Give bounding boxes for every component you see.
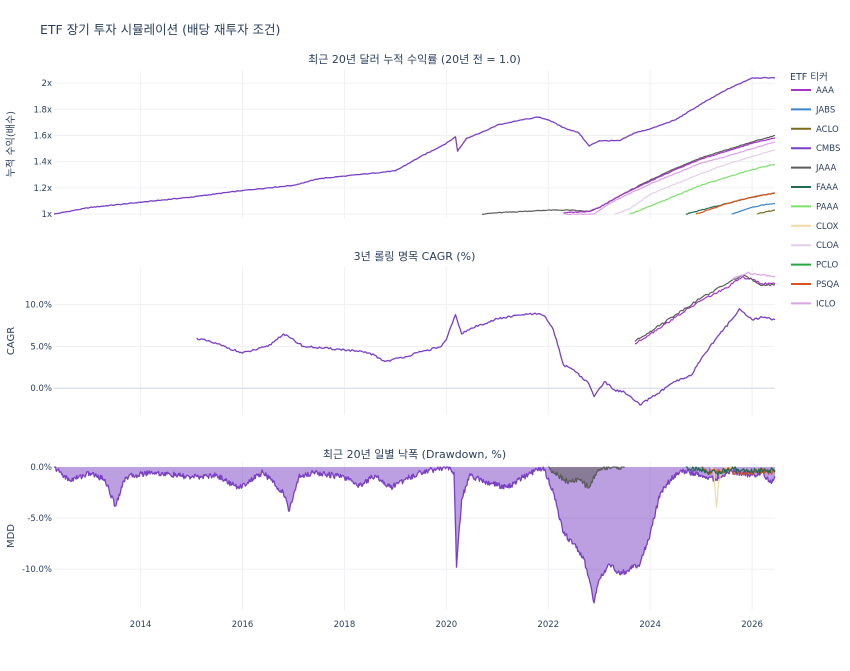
y-axis-title-cagr: CAGR xyxy=(6,327,17,355)
x-tick-label: 2022 xyxy=(537,620,559,630)
series-line-cmbs xyxy=(53,76,775,215)
series-line-cmbs xyxy=(196,308,776,406)
y-tick-label: 5.0% xyxy=(30,342,52,352)
legend-item-psqa[interactable]: PSQA xyxy=(791,280,839,290)
y-tick-label: -5.0% xyxy=(27,514,52,524)
legend-item-clox[interactable]: CLOX xyxy=(791,222,839,232)
series-area-cmbs xyxy=(54,467,775,603)
x-tick-label: 2024 xyxy=(639,620,661,630)
legend-item-aaa[interactable]: AAA xyxy=(791,86,834,96)
legend-label: CMBS xyxy=(816,144,840,154)
legend-title: ETF 티커 xyxy=(790,72,828,83)
panel-title-cagr: 3년 롤링 명목 CAGR (%) xyxy=(354,250,476,263)
legend-item-aclo[interactable]: ACLO xyxy=(791,125,839,135)
x-tick-label: 2014 xyxy=(130,620,152,630)
series-line-iclo xyxy=(731,271,776,281)
y-tick-label: 1.2x xyxy=(33,184,52,194)
legend-label: PCLO xyxy=(816,261,838,271)
series-line-paaa xyxy=(629,163,776,215)
series-line-iclo xyxy=(563,141,776,216)
legend-label: PAAA xyxy=(816,202,839,212)
legend-label: ICLO xyxy=(816,299,836,309)
series-line-cmbs xyxy=(54,466,776,604)
legend-item-pclo[interactable]: PCLO xyxy=(791,261,838,271)
y-tick-label: 2x xyxy=(42,79,52,89)
grid-layer xyxy=(54,70,775,610)
series-line-aaa xyxy=(563,137,776,214)
legend-item-iclo[interactable]: ICLO xyxy=(791,299,836,309)
legend-label: FAAA xyxy=(816,183,838,193)
panel-title-drawdown: 최근 20년 일별 낙폭 (Drawdown, %) xyxy=(323,447,506,461)
legend-label: CLOX xyxy=(816,222,839,232)
y-tick-label: -10.0% xyxy=(22,565,52,575)
series-line-jaaa xyxy=(548,466,625,489)
series-line-cloa xyxy=(614,149,776,215)
y-tick-label: 1.4x xyxy=(33,158,52,168)
x-tick-label: 2020 xyxy=(436,620,458,630)
series-line-aaa xyxy=(634,275,776,345)
series-line-faaa xyxy=(685,466,776,476)
y-tick-label: 1.6x xyxy=(33,131,52,141)
panel-title-cumulative: 최근 20년 달러 누적 수익률 (20년 전 = 1.0) xyxy=(308,53,521,66)
legend-label: PSQA xyxy=(816,280,839,290)
y-axis-title-drawdown: MDD xyxy=(6,524,17,548)
series-area-jaaa xyxy=(548,467,625,489)
series-line-psqa xyxy=(700,466,776,476)
legend-label: AAA xyxy=(816,86,834,96)
series-line-psqa xyxy=(695,192,775,215)
legend-item-cloa[interactable]: CLOA xyxy=(791,241,839,251)
series-line-faaa xyxy=(685,192,776,215)
y-axis-title-cumulative: 누적 수익(배수) xyxy=(5,111,17,177)
series-line-aclo xyxy=(756,209,775,215)
legend-item-cmbs[interactable]: CMBS xyxy=(791,144,840,154)
legend-item-faaa[interactable]: FAAA xyxy=(791,183,838,193)
marks-layer xyxy=(53,76,776,604)
series-line-jabs xyxy=(731,203,776,215)
x-tick-label: 2026 xyxy=(741,620,763,630)
y-tick-label: 0.0% xyxy=(30,463,52,473)
legend[interactable]: ETF 티커 AAA JABS ACLO CMBS JAAA FAAA PAAA CLOX CL… xyxy=(790,72,840,309)
y-tick-label: 1x xyxy=(42,210,52,220)
legend-item-jaaa[interactable]: JAAA xyxy=(791,164,836,174)
text-layer: 2014 2016 2018 2020 2022 2024 2026 최근 20년 달러 누적… xyxy=(5,53,763,630)
legend-item-jabs[interactable]: JABS xyxy=(791,105,835,115)
y-tick-label: 10.0% xyxy=(25,301,52,311)
legend-label: CLOA xyxy=(816,241,839,251)
chart-title: ETF 장기 투자 시뮬레이션 (배당 재투자 조건) xyxy=(40,22,280,37)
legend-label: JAAA xyxy=(815,164,836,174)
legend-label: ACLO xyxy=(816,125,839,135)
series-line-jaaa xyxy=(634,274,776,342)
y-tick-label: 1.8x xyxy=(33,105,52,115)
legend-label: JABS xyxy=(815,105,835,115)
x-tick-label: 2018 xyxy=(334,620,356,630)
legend-item-paaa[interactable]: PAAA xyxy=(791,202,839,212)
x-tick-label: 2016 xyxy=(232,620,254,630)
y-tick-label: 0.0% xyxy=(30,384,52,394)
